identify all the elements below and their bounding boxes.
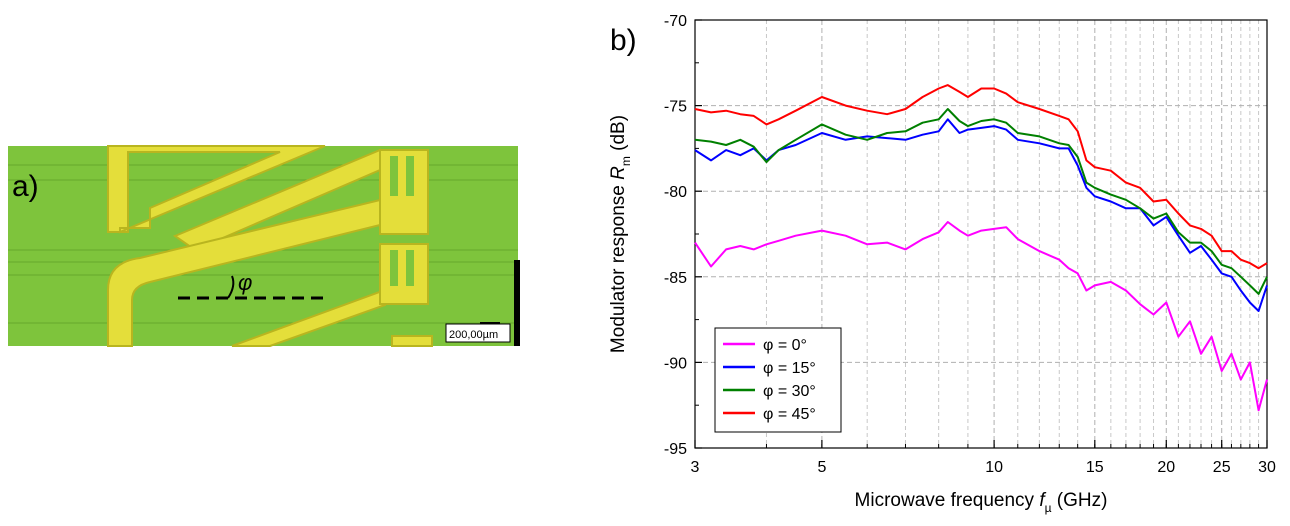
x-tick-label: 15 bbox=[1086, 459, 1104, 476]
electrode-gaps bbox=[390, 156, 414, 286]
angle-arc bbox=[227, 275, 235, 299]
y-tick-label: -75 bbox=[664, 99, 687, 116]
y-tick-label: -95 bbox=[664, 441, 687, 458]
chart-panel: -95 -90 -85 -80 -75 -70 3 5 10 15 20 25 30 Microwave … bbox=[580, 0, 1290, 521]
scale-bar-label: 200,00µm bbox=[449, 329, 498, 341]
panel-b-label: b) bbox=[610, 24, 637, 57]
x-tick-label: 5 bbox=[817, 459, 826, 476]
legend-label: φ = 15° bbox=[763, 360, 816, 377]
legend-label: φ = 45° bbox=[763, 406, 816, 423]
x-tick-label: 20 bbox=[1157, 459, 1175, 476]
chart-svg: -95 -90 -85 -80 -75 -70 3 5 10 15 20 25 30 Microwave … bbox=[608, 13, 1276, 515]
y-tick-label: -80 bbox=[664, 184, 687, 201]
electrode-structure-bottom bbox=[107, 198, 433, 347]
legend-label: φ = 0° bbox=[763, 337, 807, 354]
y-tick-label: -90 bbox=[664, 355, 687, 372]
y-tick-label: -70 bbox=[664, 13, 687, 30]
micrograph-svg: φ 200,00µm bbox=[8, 145, 520, 347]
x-axis-label: Microwave frequency fµ (GHz) bbox=[855, 490, 1108, 515]
panel-a-label: a) bbox=[12, 170, 39, 203]
x-tick-label: 30 bbox=[1258, 459, 1276, 476]
series-line-2 bbox=[694, 108, 1268, 295]
micrograph-panel: φ 200,00µm a) bbox=[0, 0, 580, 521]
series-line-3 bbox=[694, 84, 1268, 270]
x-tick-label: 3 bbox=[691, 459, 700, 476]
edge-mark bbox=[514, 260, 520, 346]
x-tick-label: 25 bbox=[1213, 459, 1231, 476]
y-axis-label: Modulator response Rm (dB) bbox=[608, 115, 633, 353]
series-line-1 bbox=[694, 118, 1268, 312]
angle-symbol: φ bbox=[238, 270, 252, 295]
legend-box bbox=[714, 327, 842, 433]
electrode-structure-top bbox=[107, 145, 429, 252]
legend-label: φ = 30° bbox=[763, 383, 816, 400]
series-line-0 bbox=[694, 221, 1268, 412]
y-tick-label: -85 bbox=[664, 270, 687, 287]
scale-bar-box bbox=[445, 323, 511, 343]
x-tick-label: 10 bbox=[985, 459, 1003, 476]
